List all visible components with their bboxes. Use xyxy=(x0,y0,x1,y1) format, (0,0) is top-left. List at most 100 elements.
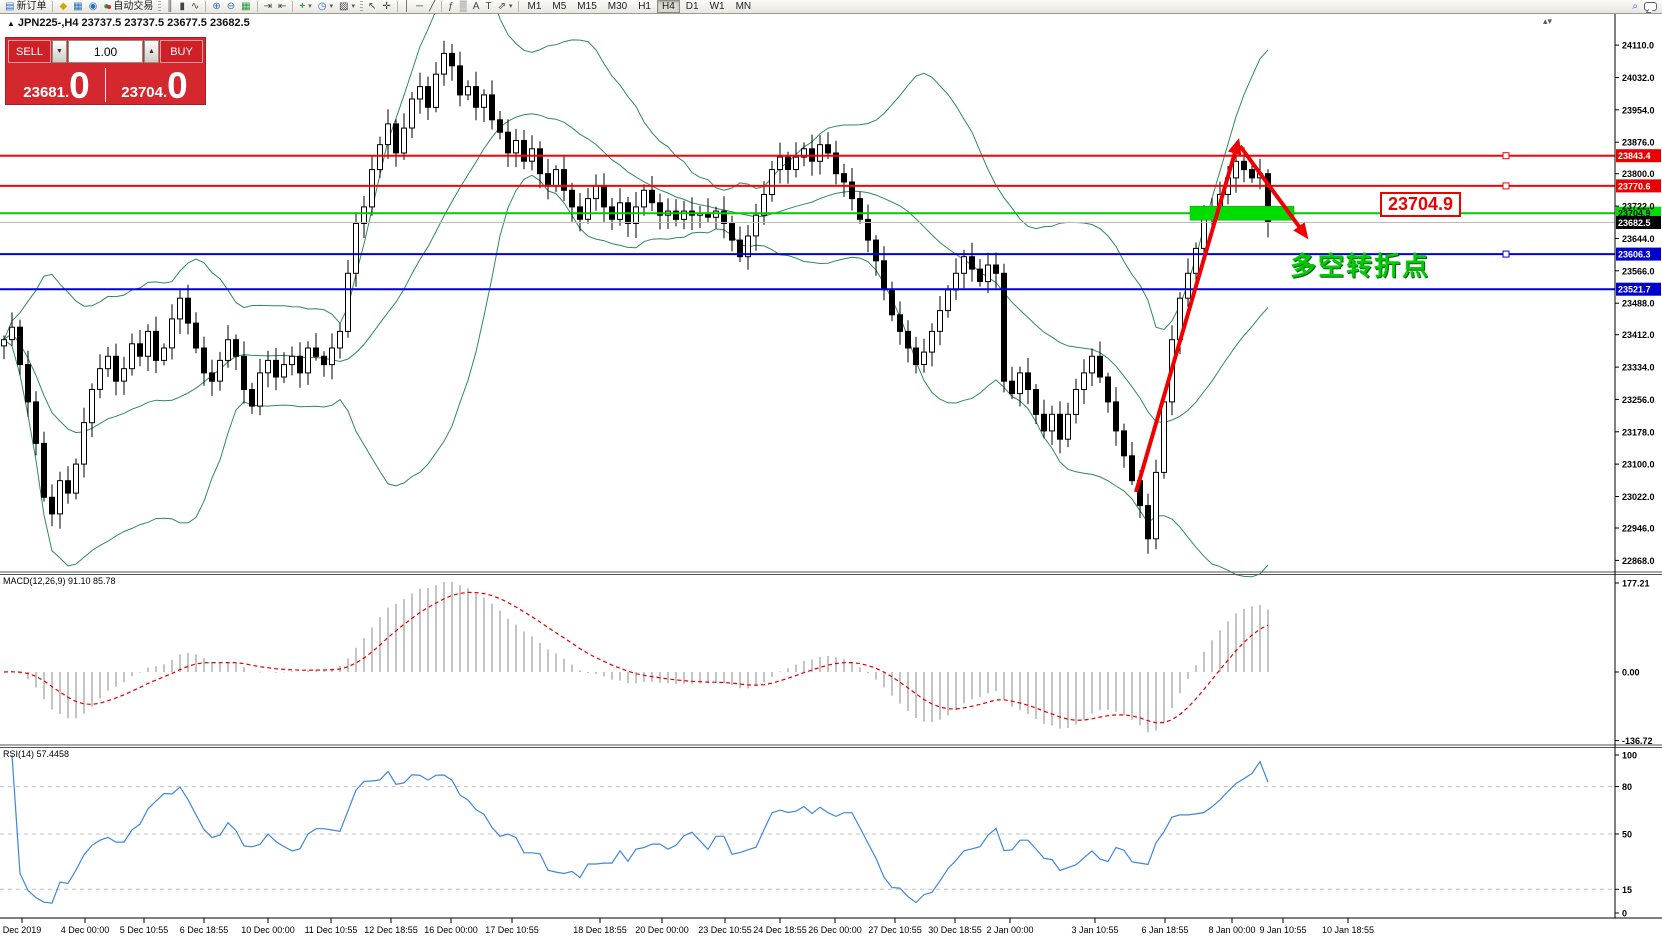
candle-body xyxy=(897,314,903,332)
buy-button[interactable]: BUY xyxy=(160,40,203,63)
timeframe-button-mn[interactable]: MN xyxy=(731,0,757,13)
tile-windows-button[interactable]: ▦ xyxy=(238,0,253,13)
text-button[interactable]: A xyxy=(470,0,483,13)
arrows-button[interactable]: ⇗ ▾ xyxy=(495,0,516,13)
timeframe-button-m15[interactable]: M15 xyxy=(572,0,601,13)
buy-price-pip: 0 xyxy=(167,65,188,106)
timeframe-button-d1[interactable]: D1 xyxy=(681,0,704,13)
toolbar-separator xyxy=(518,1,520,12)
fibonacci-button[interactable]: ƒ xyxy=(445,0,457,13)
indicators-add-icon: + xyxy=(299,0,306,12)
volume-decrease-button[interactable]: ▼ xyxy=(52,40,67,63)
support-zone-bar[interactable] xyxy=(1189,205,1295,221)
candle-body xyxy=(297,355,303,374)
trend-line-button[interactable]: ╱ xyxy=(426,0,438,13)
chart-window-icon: ▦ xyxy=(73,0,83,12)
timeframe-button-m5[interactable]: M5 xyxy=(547,0,571,13)
candle-body xyxy=(257,372,263,407)
timeframe-button-m30[interactable]: M30 xyxy=(603,0,632,13)
vertical-line-button[interactable]: │ xyxy=(401,0,413,13)
trend-arrow-down[interactable] xyxy=(1238,144,1309,240)
autotrading-stopped-dot xyxy=(107,4,112,9)
rsi-panel[interactable]: 100 80 50 15 0 xyxy=(0,751,1637,919)
price-axis-tick-label: 23954.0 xyxy=(1622,105,1655,115)
symbol-header[interactable]: ▲ JPN225-,H4 23737.5 23737.5 23677.5 2368… xyxy=(7,17,250,29)
trend-arrow-up[interactable] xyxy=(1134,138,1242,493)
candle-body xyxy=(921,351,927,366)
candle-body xyxy=(1161,401,1167,473)
candle-body xyxy=(417,86,423,100)
equidistant-channel-button[interactable]: ▒ xyxy=(457,0,470,13)
level-line-handle[interactable] xyxy=(1502,250,1510,258)
indicators-button[interactable]: + ▾ xyxy=(296,0,314,13)
search-button[interactable]: ⌕ xyxy=(1629,0,1641,13)
candlestick-chart-button[interactable]: ▮ xyxy=(176,0,188,13)
chat-button[interactable] xyxy=(1641,0,1660,13)
volume-increase-button[interactable]: ▲ xyxy=(144,40,159,63)
chart-shift-button[interactable]: ⇤ xyxy=(275,0,289,13)
candle-body xyxy=(929,330,935,353)
zoom-out-button[interactable]: ⊖ xyxy=(224,0,238,13)
macd-panel[interactable]: 177.21 0.00 -136.72 xyxy=(3,579,1653,747)
candle-body xyxy=(873,239,879,262)
candle-body xyxy=(345,272,351,332)
date-axis-label: 5 Dec 10:55 xyxy=(120,925,169,935)
signal-button[interactable]: ◉ xyxy=(86,0,101,13)
price-axis-tick-label: 23022.0 xyxy=(1622,492,1655,502)
level-line-handle[interactable] xyxy=(1502,152,1510,160)
candle-body xyxy=(153,330,159,361)
templates-button[interactable]: ▨ ▾ xyxy=(336,0,358,13)
autotrading-button[interactable]: ● 自动交易 xyxy=(100,0,156,13)
candle-body xyxy=(1193,247,1199,274)
level-line-handle[interactable] xyxy=(1502,182,1510,190)
candle-body xyxy=(481,94,487,108)
rsi-axis-tick-label: 50 xyxy=(1622,830,1632,840)
bar-chart-button[interactable]: ║ xyxy=(163,0,176,13)
date-axis-label: 18 Dec 18:55 xyxy=(573,925,627,935)
buy-price-button[interactable]: 23704. 0 xyxy=(106,65,203,106)
volume-input[interactable] xyxy=(68,40,143,63)
timeframe-button-m1[interactable]: M1 xyxy=(522,0,546,13)
cursor-icon: ↖ xyxy=(367,0,377,12)
chart-window-button[interactable]: ▦ xyxy=(70,0,85,13)
price-axis-tick-label: 23644.0 xyxy=(1622,234,1655,244)
crosshair-button[interactable]: ✛ xyxy=(379,0,393,13)
price-axis-tick-label: 24032.0 xyxy=(1622,73,1655,83)
candle-body xyxy=(113,355,119,382)
price-callout-label[interactable]: 23704.9 xyxy=(1380,192,1462,217)
timeframe-button-w1[interactable]: W1 xyxy=(705,0,730,13)
candle-body xyxy=(425,86,431,108)
candle-body xyxy=(241,355,247,390)
timeframe-button-h1[interactable]: H1 xyxy=(633,0,656,13)
trend-line-icon: ╱ xyxy=(429,0,436,12)
main-chart-panel[interactable]: 23843.423770.623704.923682.523606.323521… xyxy=(0,0,1661,578)
new-order-button[interactable]: ▤ 新订单 xyxy=(2,0,49,13)
axis-corner-icon[interactable]: ▴▾ xyxy=(1543,16,1553,26)
timeframe-button-h4[interactable]: H4 xyxy=(657,0,680,13)
candle-body xyxy=(913,347,919,366)
symbol-collapse-icon[interactable]: ▲ xyxy=(7,19,15,28)
zoom-in-button[interactable]: ⊕ xyxy=(209,0,223,13)
candle-body xyxy=(81,422,87,465)
text-label-button[interactable]: T xyxy=(482,0,494,13)
chart-annotation-text[interactable]: 多空转折点 xyxy=(1290,251,1431,281)
candle-body xyxy=(977,268,983,283)
candlestick-chart-icon: ▮ xyxy=(179,0,185,12)
candle-body xyxy=(905,330,911,349)
line-chart-button[interactable]: ∿ xyxy=(188,0,202,13)
candle-body xyxy=(1105,376,1111,403)
candle-body xyxy=(169,318,175,349)
sell-price-button[interactable]: 23681. 0 xyxy=(8,67,105,104)
funnel-button[interactable]: ◆ xyxy=(56,0,70,13)
horizontal-line-button[interactable]: ─ xyxy=(413,0,426,13)
crosshair-icon: ✛ xyxy=(382,0,391,12)
sell-button[interactable]: SELL xyxy=(8,40,51,63)
auto-scroll-button[interactable]: ⇥ xyxy=(261,0,275,13)
candle-body xyxy=(1033,389,1039,415)
cursor-button[interactable]: ↖ xyxy=(365,0,379,13)
candle-body xyxy=(457,65,463,96)
candle-body xyxy=(1001,272,1007,382)
candle-body xyxy=(737,239,743,258)
periods-button[interactable]: ◷ ▾ xyxy=(315,0,336,13)
